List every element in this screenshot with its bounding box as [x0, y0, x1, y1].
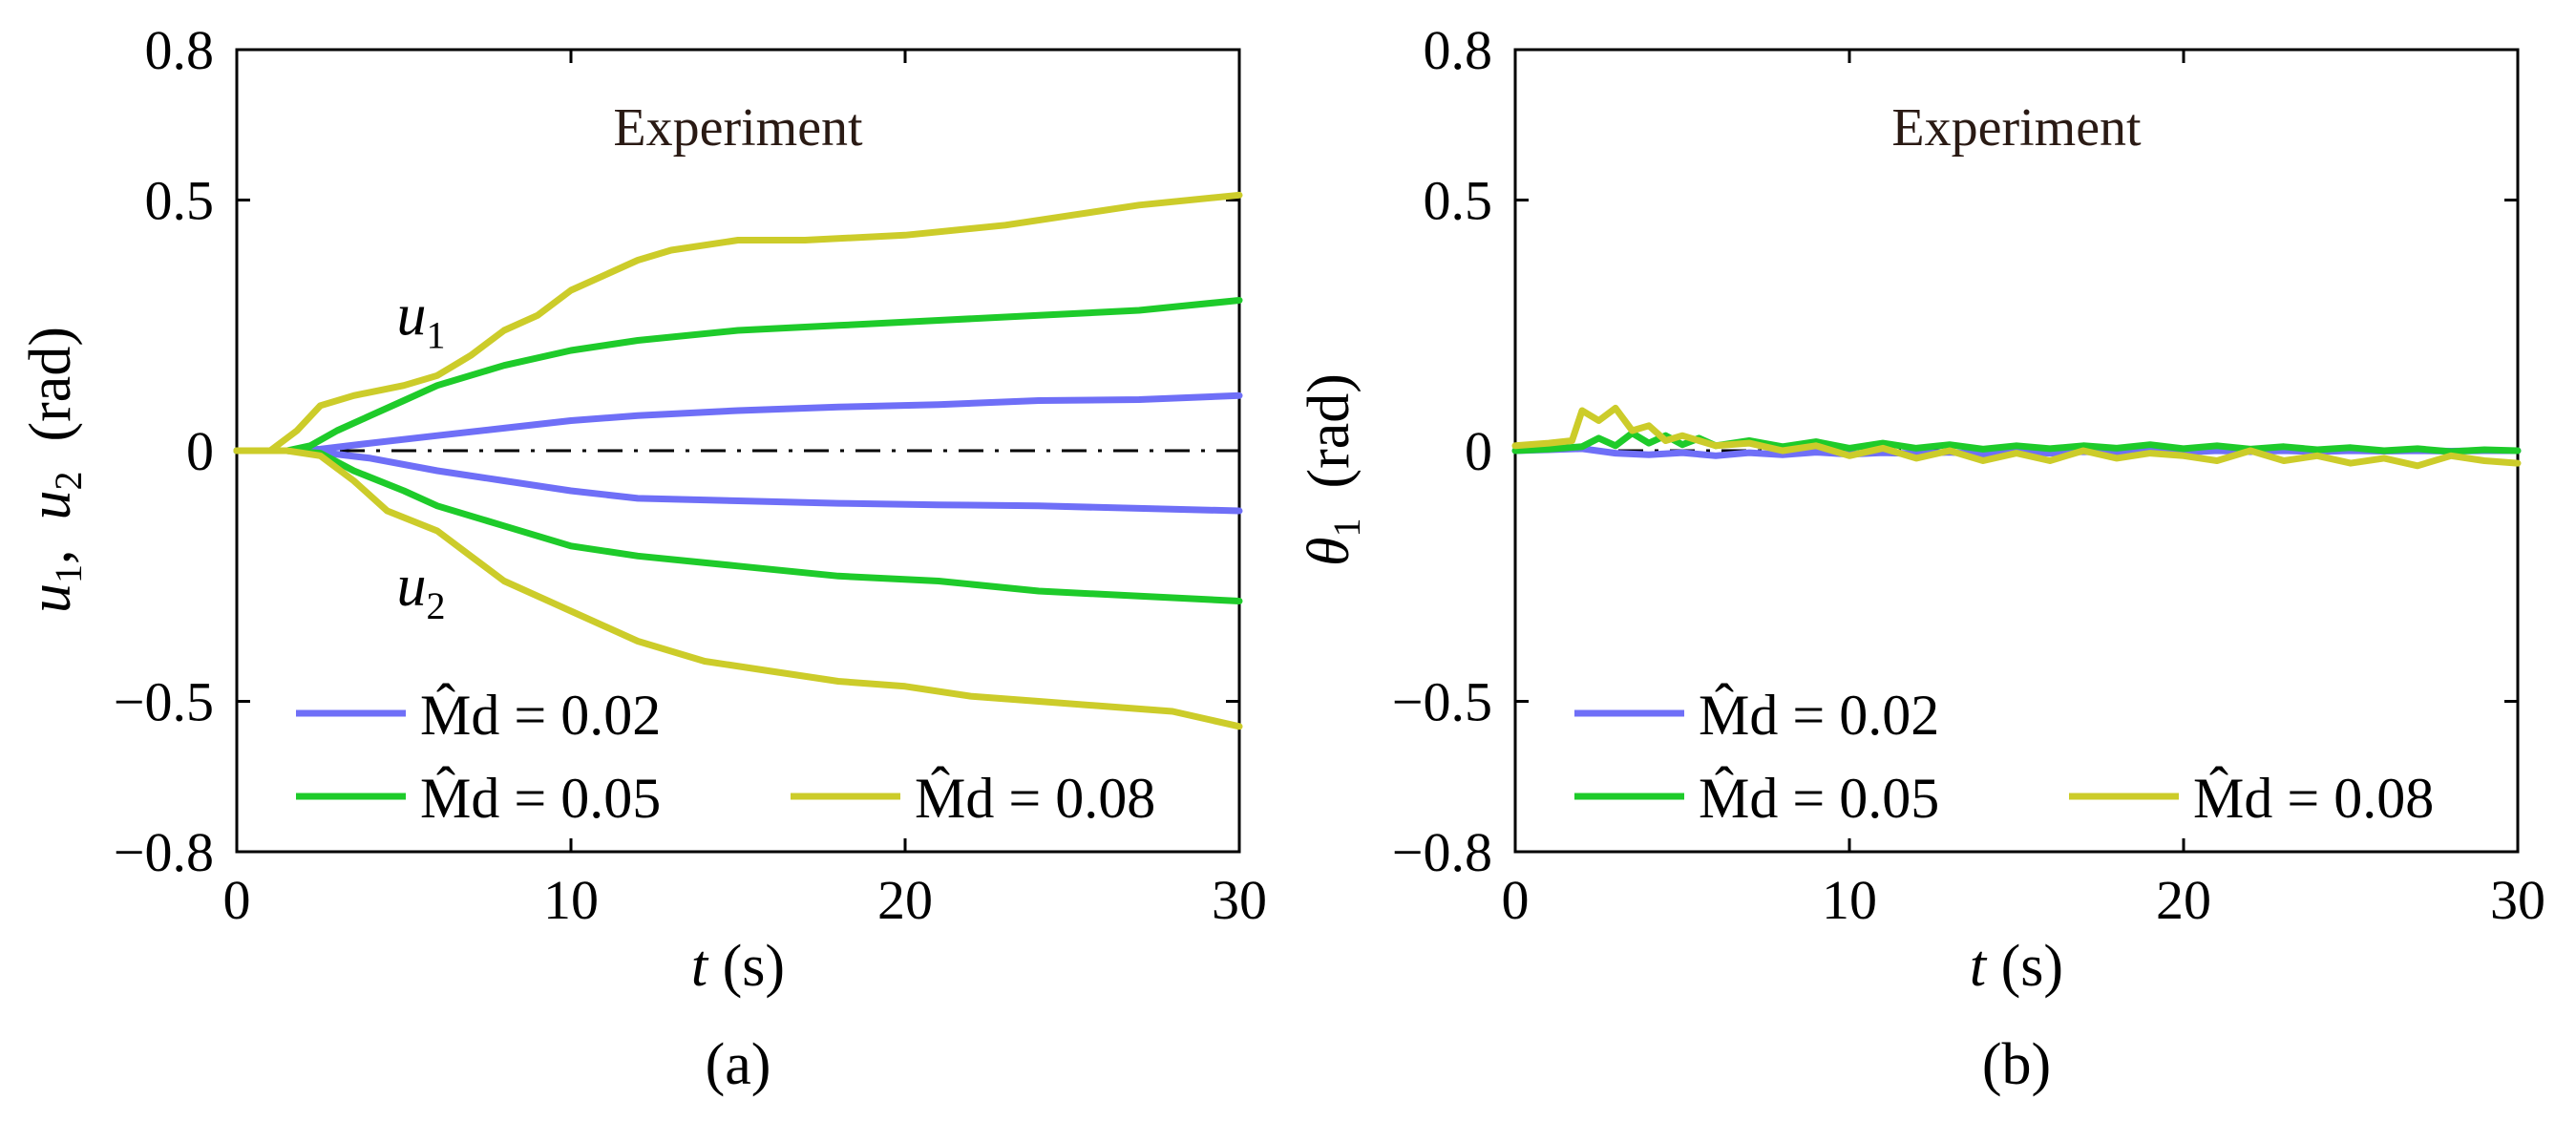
legend-label: M̂d = 0.08	[915, 767, 1155, 830]
legend-label: M̂d = 0.02	[1699, 684, 1939, 747]
x-axis-label: t (s)	[1970, 934, 2063, 999]
x-tick-label: 20	[877, 869, 933, 931]
panel-b: 0 10 20 30 0.8 0.5 0 −0.5 −0.8 Experiment t (s) θ1​…	[1297, 19, 2545, 1097]
x-tick-label: 10	[543, 869, 599, 931]
series-line	[233, 447, 1243, 515]
y-tick-label: 0.5	[1424, 170, 1493, 232]
panel-caption: (b)	[1982, 1032, 2051, 1097]
series-annotation: u1	[397, 283, 446, 356]
y-tick-label: 0	[186, 420, 214, 482]
y-tick-label: 0.5	[145, 170, 215, 232]
chart-title: Experiment	[1891, 98, 2142, 158]
legend-label: M̂d = 0.05	[420, 767, 661, 830]
x-tick-label: 0	[1502, 869, 1530, 931]
panel-a: 0 10 20 30 0.8 0.5 0 −0.5 −0.8 Experiment t (s) u1​…	[18, 19, 1267, 1097]
series-line	[1511, 404, 2522, 470]
series-line	[233, 447, 1243, 604]
chart-title: Experiment	[613, 98, 863, 158]
y-tick-label: 0	[1465, 420, 1492, 482]
y-axis-label: u1​, u2​ (rad)	[18, 327, 90, 613]
x-axis-label: t (s)	[691, 934, 785, 999]
legend-label: M̂d = 0.08	[2193, 767, 2434, 830]
y-tick-label: −0.8	[114, 821, 214, 883]
x-tick-label: 10	[1822, 869, 1877, 931]
legend-label: M̂d = 0.02	[420, 684, 661, 747]
y-tick-label: −0.5	[114, 671, 214, 733]
legend-label: M̂d = 0.05	[1699, 767, 1939, 830]
x-tick-label: 30	[1212, 869, 1267, 931]
series-line	[233, 447, 1243, 730]
series-annotation: u2	[397, 554, 446, 627]
y-tick-label: 0.8	[145, 19, 215, 81]
y-tick-label: −0.5	[1392, 671, 1492, 733]
panel-caption: (a)	[706, 1032, 771, 1097]
y-tick-label: 0.8	[1424, 19, 1493, 81]
x-tick-label: 20	[2156, 869, 2211, 931]
x-tick-label: 0	[223, 869, 251, 931]
series-line	[233, 391, 1243, 455]
series-line	[233, 191, 1243, 455]
series-line	[1511, 430, 2522, 455]
x-tick-label: 30	[2490, 869, 2545, 931]
series-line	[233, 297, 1243, 455]
y-tick-label: −0.8	[1392, 821, 1492, 883]
y-axis-label: θ1​ (rad)	[1297, 373, 1368, 566]
